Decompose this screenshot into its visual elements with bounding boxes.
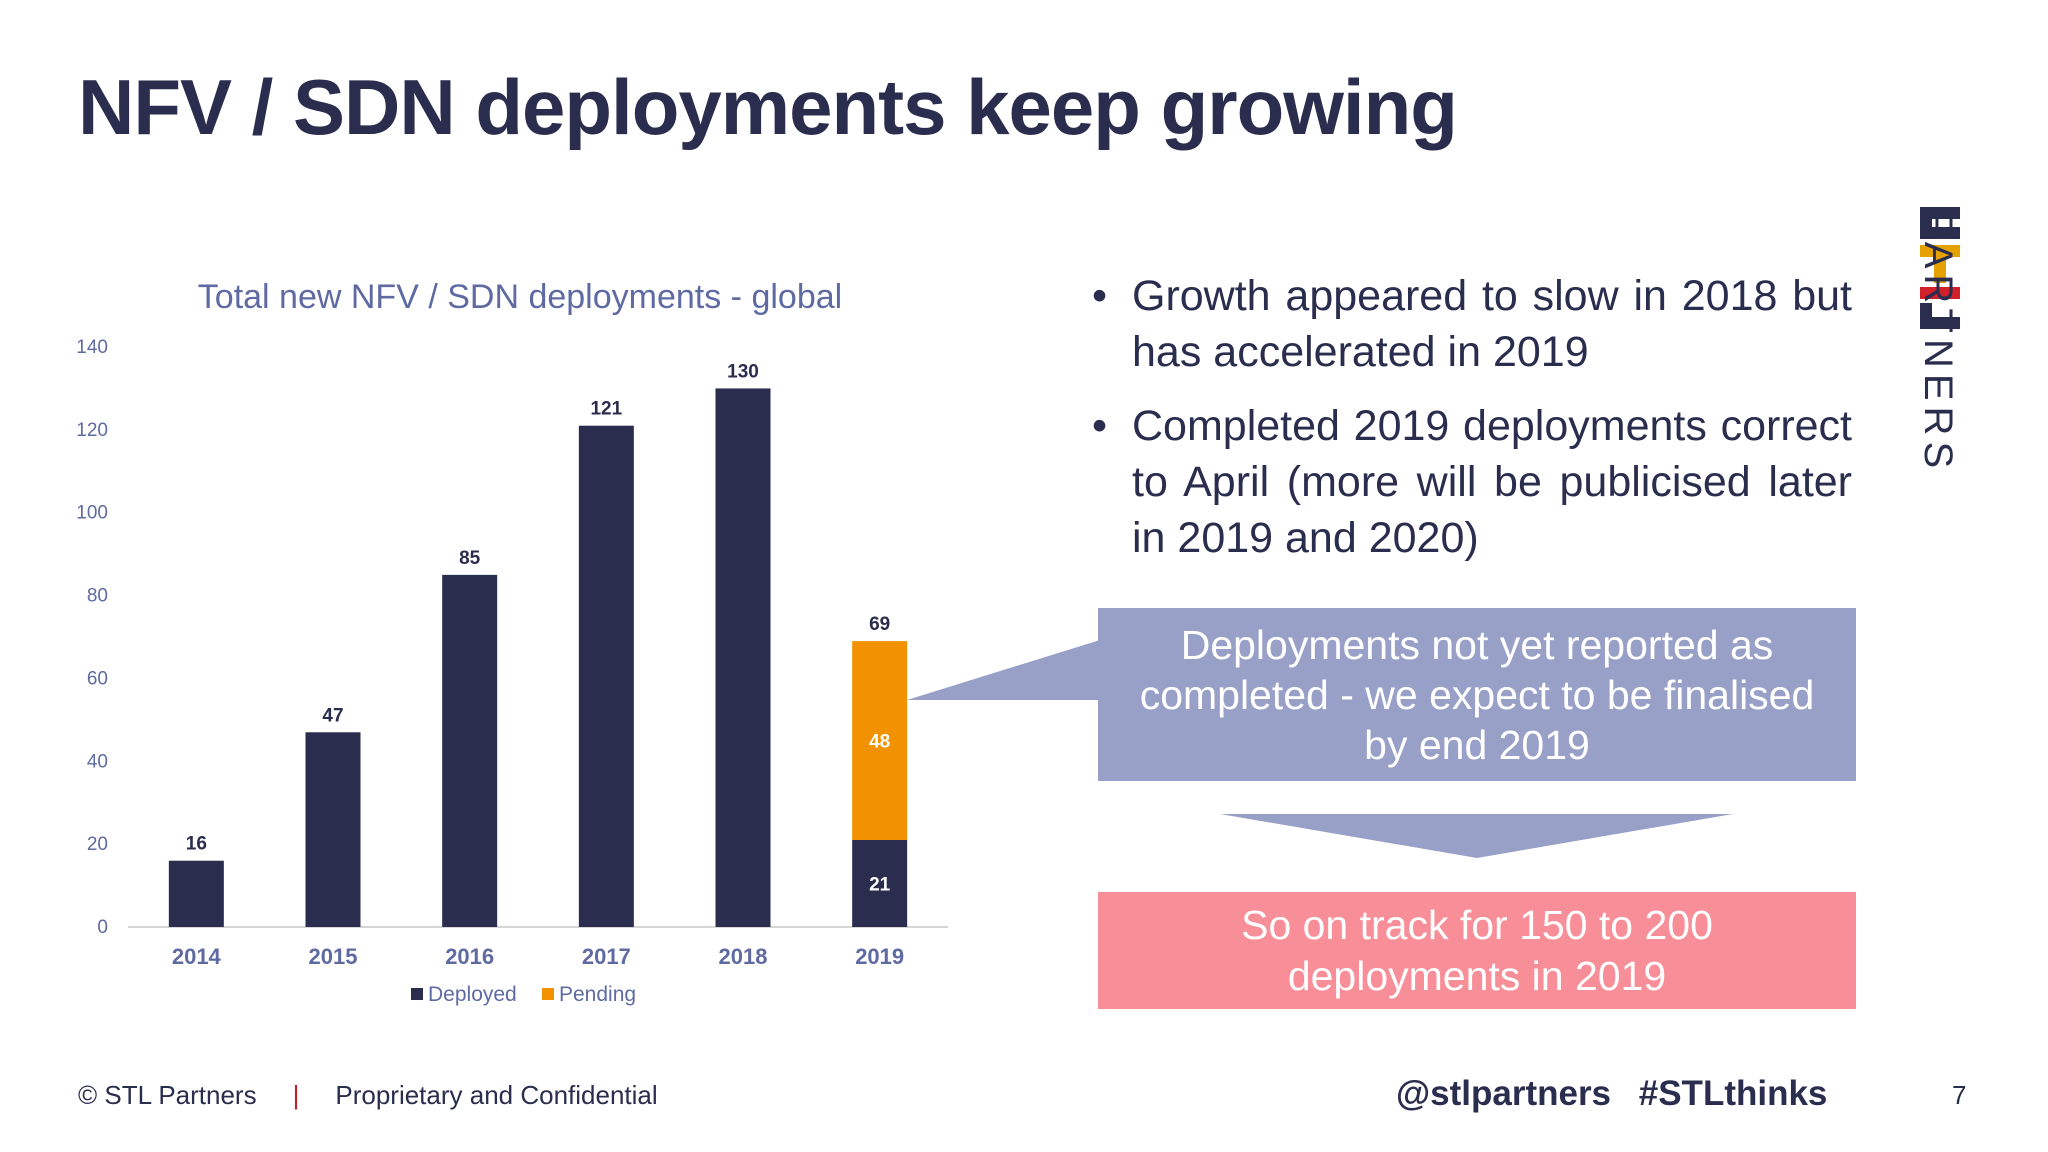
legend-label: Deployed <box>428 983 517 1006</box>
data-label-total: 16 <box>186 834 207 855</box>
x-tick-label: 2019 <box>855 944 904 969</box>
data-label-total: 85 <box>459 548 481 569</box>
data-label-total: 69 <box>869 614 890 635</box>
legend-swatch <box>411 988 423 1000</box>
bar-deployed <box>578 425 634 927</box>
data-label-pending: 48 <box>869 732 890 753</box>
slide-title: NFV / SDN deployments keep growing <box>78 63 1458 151</box>
y-tick-label: 60 <box>87 668 108 689</box>
track-text: So on track for 150 to 200 deployments i… <box>1241 901 1713 999</box>
callout-pointer <box>907 640 1100 700</box>
bar-chart: 0 20 40 60 80 100 120 140 2014 2015 2016 2017 2018 20… <box>76 337 948 1006</box>
bullet-list: Growth appeared to slow in 2018 but has … <box>1092 268 1852 584</box>
footer-copyright: © STL Partners <box>78 1080 257 1110</box>
footer-left: © STL Partners | Proprietary and Confident… <box>78 1080 658 1111</box>
footer-separator: | <box>292 1080 300 1110</box>
legend-label: Pending <box>559 983 636 1006</box>
chart-title: Total new NFV / SDN deployments - global <box>197 278 843 316</box>
x-tick-label: 2018 <box>719 944 768 969</box>
footer-social-handles: @stlpartners #STLthinks <box>1396 1074 1828 1113</box>
footer-confidential: Proprietary and Confidential <box>335 1080 658 1110</box>
bar-deployed <box>168 860 224 927</box>
bar-deployed <box>442 574 498 927</box>
legend-swatch <box>542 988 554 1000</box>
bullet-item: Completed 2019 deployments correct to Ap… <box>1092 398 1852 566</box>
bar-deployed <box>715 388 771 927</box>
bullet-item: Growth appeared to slow in 2018 but has … <box>1092 268 1852 380</box>
callout-text: Deployments not yet reported as complete… <box>1139 621 1815 768</box>
y-tick-label: 100 <box>76 503 108 524</box>
stl-logo-icon <box>1920 207 1960 329</box>
data-label-deployed: 21 <box>869 875 891 896</box>
data-label-total: 47 <box>322 705 343 726</box>
logo-partners-text: PARTNERS <box>1916 212 1960 475</box>
y-tick-label: 40 <box>87 751 108 772</box>
x-tick-label: 2015 <box>309 944 358 969</box>
y-tick-label: 80 <box>87 586 108 607</box>
x-tick-label: 2017 <box>582 944 631 969</box>
x-tick-label: 2016 <box>445 944 494 969</box>
y-tick-label: 140 <box>76 337 108 358</box>
bar-deployed <box>852 840 908 927</box>
x-tick-label: 2014 <box>172 944 222 969</box>
y-tick-label: 120 <box>76 420 108 441</box>
track-callout: So on track for 150 to 200 deployments i… <box>1098 892 1856 1009</box>
pending-callout: Deployments not yet reported as complete… <box>1098 608 1856 781</box>
page-number: 7 <box>1952 1080 1967 1110</box>
bar-pending <box>852 641 908 840</box>
bar-deployed <box>305 732 361 927</box>
data-label-total: 121 <box>590 399 622 420</box>
y-tick-label: 0 <box>97 917 108 938</box>
y-tick-label: 20 <box>87 834 108 855</box>
down-arrow-icon <box>1220 814 1733 858</box>
data-label-total: 130 <box>727 361 759 382</box>
